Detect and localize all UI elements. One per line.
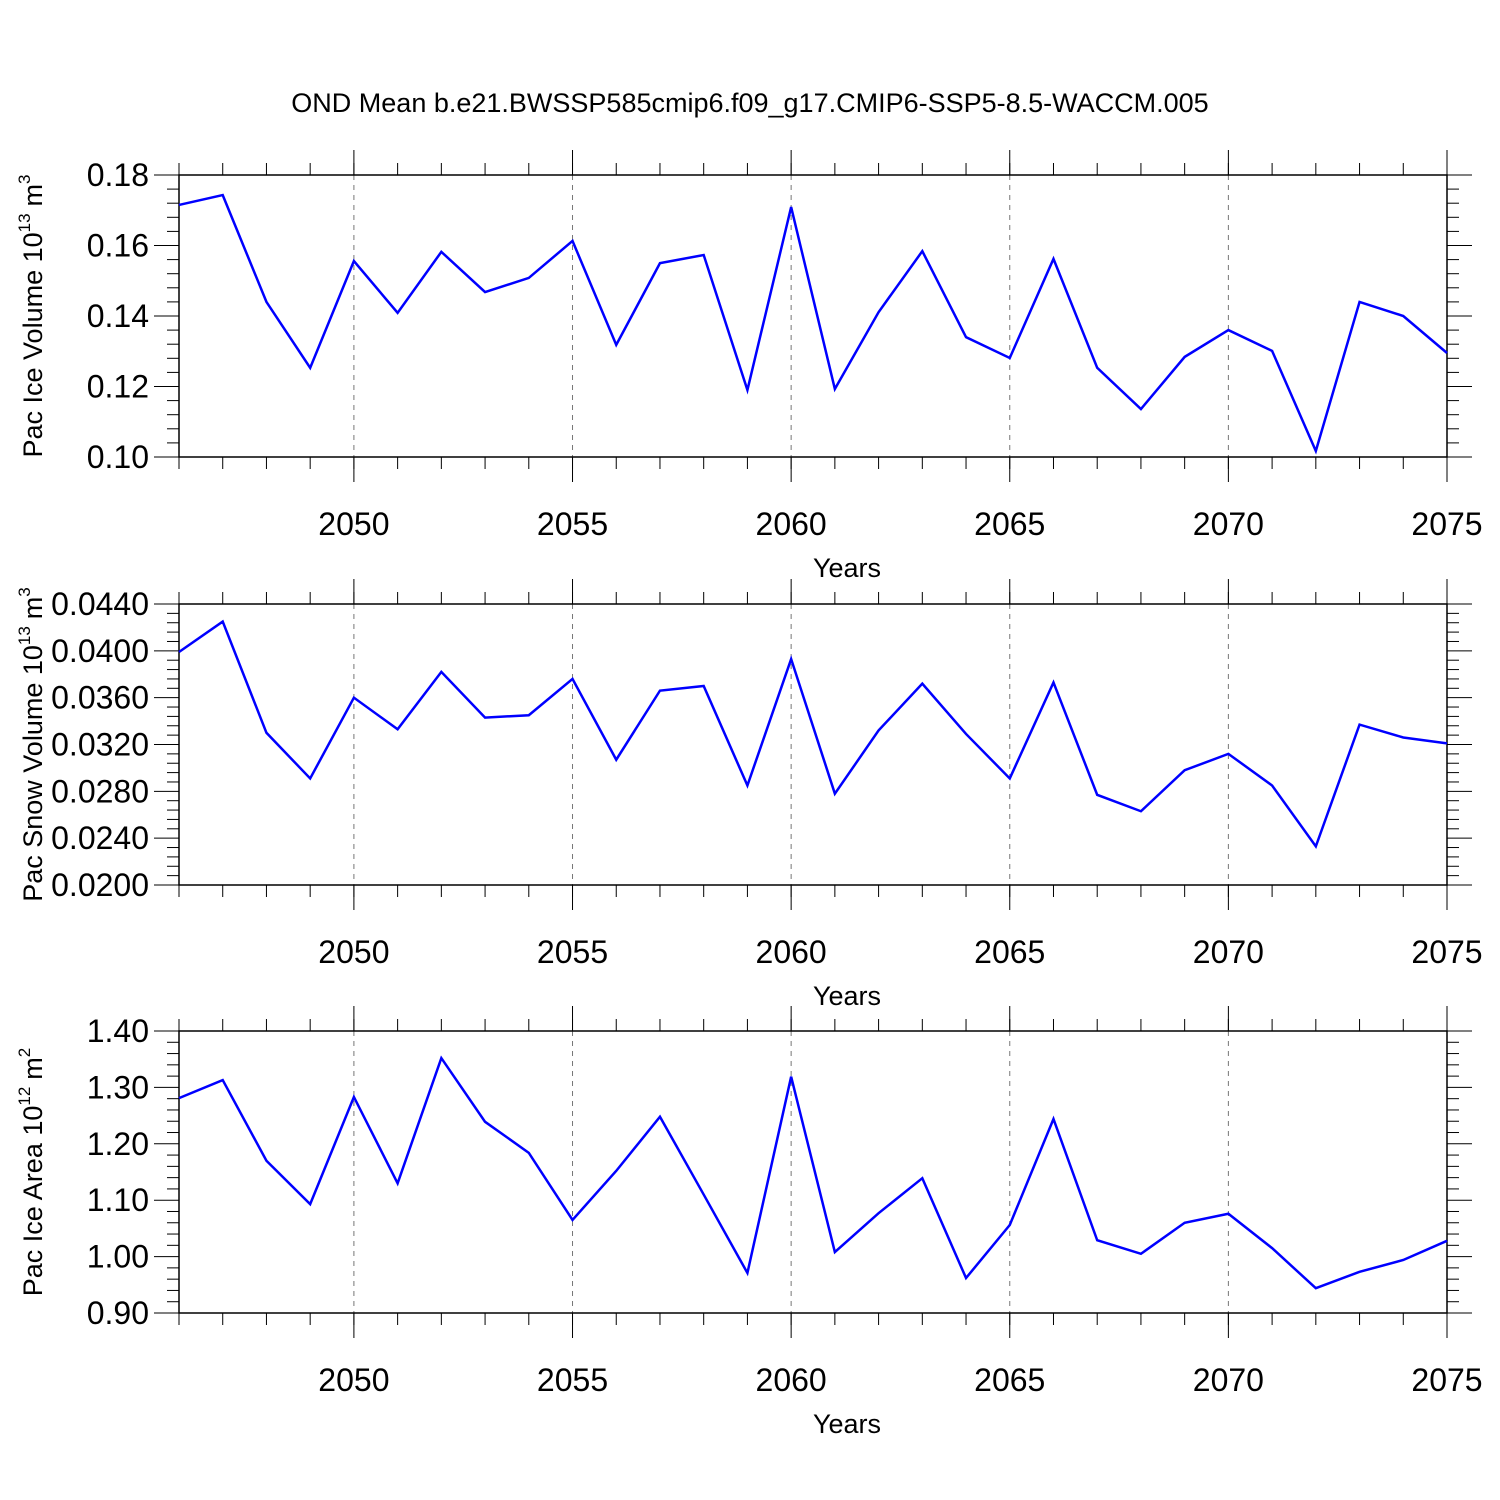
y-tick-label: 0.12 (87, 369, 149, 405)
y-label-text: Pac Ice Area 10 (18, 1106, 48, 1297)
y-axis-label: Pac Ice Volume 1013 m3 (15, 174, 48, 457)
y-axis-label: Pac Ice Area 1012 m2 (15, 1048, 48, 1297)
y-tick-label: 0.0280 (51, 773, 149, 809)
x-tick-label: 2065 (974, 934, 1045, 970)
y-tick-label: 0.90 (87, 1295, 149, 1331)
y-label-exp: 13 (15, 626, 34, 645)
y-tick-label: 0.14 (87, 298, 149, 334)
data-line (178, 1055, 1448, 1290)
plot-frame (178, 603, 1448, 886)
x-tick-label: 2055 (537, 1362, 608, 1398)
y-label-unit-exp: 3 (15, 174, 34, 183)
figure-title: OND Mean b.e21.BWSSP585cmip6.f09_g17.CMI… (291, 88, 1208, 118)
x-tick-label: 2055 (537, 934, 608, 970)
y-label-exp: 12 (15, 1087, 34, 1106)
x-tick-label: 2065 (974, 1362, 1045, 1398)
x-tick-label: 2050 (318, 934, 389, 970)
y-tick-label: 0.10 (87, 439, 149, 475)
y-label-unit: m (18, 597, 48, 620)
x-tick-label: 2050 (318, 506, 389, 542)
y-label-exp: 13 (15, 213, 34, 232)
y-tick-label: 0.0320 (51, 727, 149, 763)
x-tick-label: 2050 (318, 1362, 389, 1398)
x-tick-label: 2065 (974, 506, 1045, 542)
panel: 2050 2055 2060 2065 2070 2075 0.10 0.12 0.14 0.16… (15, 150, 1483, 583)
x-tick-label: 2070 (1193, 934, 1264, 970)
panel: 2050 2055 2060 2065 2070 2075 0.90 1.00 1.10 1.20… (15, 1006, 1483, 1439)
y-tick-label: 0.0360 (51, 680, 149, 716)
y-label-text: Pac Ice Volume 10 (18, 232, 48, 457)
panel: 2050 2055 2060 2065 2070 2075 0.0200 0.0240 0.02… (15, 579, 1483, 1011)
y-tick-label: 0.18 (87, 157, 149, 193)
data-line (178, 619, 1448, 850)
y-tick-label: 1.20 (87, 1126, 149, 1162)
y-label-unit: m (18, 184, 48, 207)
y-label-unit: m (18, 1057, 48, 1080)
y-tick-label: 0.16 (87, 228, 149, 264)
y-tick-label: 0.0200 (51, 867, 149, 903)
x-tick-label: 2075 (1411, 506, 1482, 542)
y-tick-label: 0.0240 (51, 820, 149, 856)
x-tick-label: 2075 (1411, 1362, 1482, 1398)
y-tick-label: 0.0400 (51, 633, 149, 669)
x-tick-label: 2070 (1193, 506, 1264, 542)
y-tick-label: 1.00 (87, 1239, 149, 1275)
y-label-unit-exp: 2 (15, 1048, 34, 1057)
y-label-text: Pac Snow Volume 10 (18, 645, 48, 902)
y-tick-label: 0.0440 (51, 586, 149, 622)
y-tick-label: 1.40 (87, 1013, 149, 1049)
plot-frame (178, 174, 1448, 458)
x-tick-label: 2060 (756, 506, 827, 542)
y-tick-label: 1.10 (87, 1182, 149, 1218)
x-tick-label: 2060 (756, 934, 827, 970)
x-tick-label: 2055 (537, 506, 608, 542)
x-axis-label: Years (813, 1409, 881, 1439)
y-axis-label: Pac Snow Volume 1013 m3 (15, 587, 48, 902)
x-tick-label: 2070 (1193, 1362, 1264, 1398)
x-tick-label: 2060 (756, 1362, 827, 1398)
y-label-unit-exp: 3 (15, 587, 34, 596)
x-tick-label: 2075 (1411, 934, 1482, 970)
x-axis-label: Years (813, 553, 881, 583)
plot-frame (178, 1030, 1448, 1314)
x-axis-label: Years (813, 981, 881, 1011)
data-line (178, 193, 1448, 455)
y-tick-label: 1.30 (87, 1069, 149, 1105)
